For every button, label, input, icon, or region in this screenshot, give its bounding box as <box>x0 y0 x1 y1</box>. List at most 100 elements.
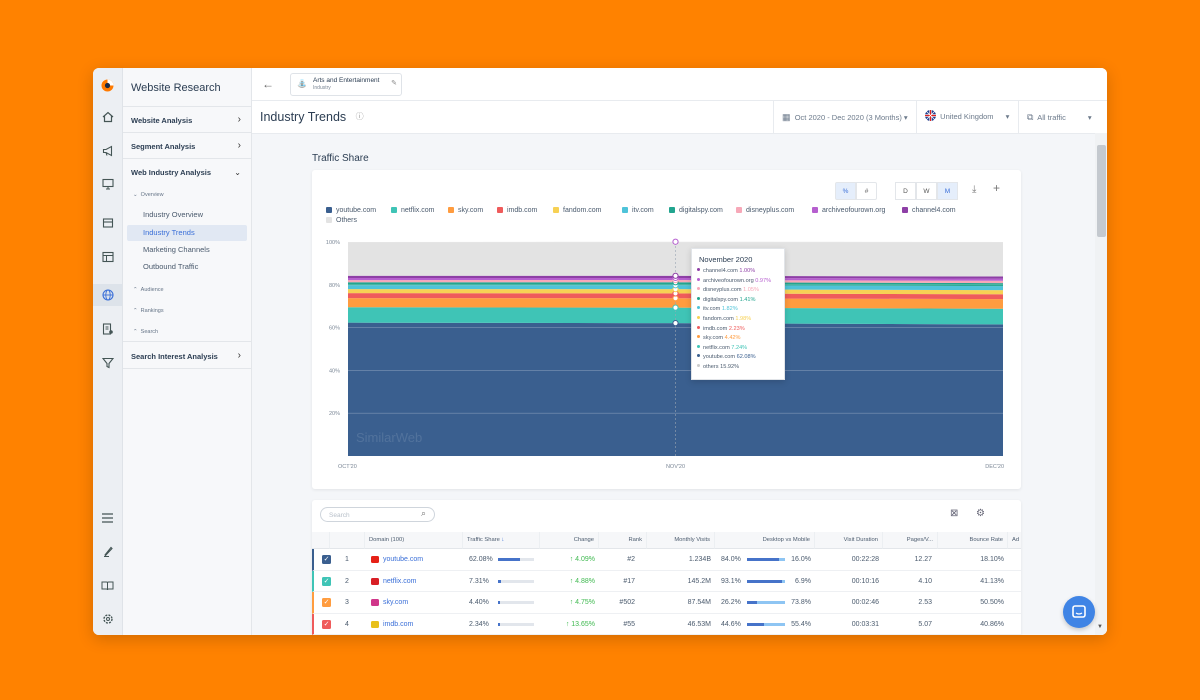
search-icon[interactable]: ⌕ <box>421 508 427 518</box>
area-series <box>348 277 1003 281</box>
legend-swatch <box>812 207 818 213</box>
edit-pencil-icon[interactable]: ✎ <box>391 80 397 87</box>
excel-export-icon[interactable]: ⊠ <box>950 508 959 519</box>
legend-item[interactable]: archiveofourown.org <box>812 207 885 214</box>
legend-item[interactable]: digitalspy.com <box>669 207 723 214</box>
th-more[interactable]: Ad <box>1008 532 1021 549</box>
hover-marker <box>672 279 679 286</box>
share-bar-track <box>498 579 534 583</box>
nav-group-rankings[interactable]: ⌃ Rankings <box>133 308 164 314</box>
number-toggle[interactable]: # <box>856 182 877 200</box>
country-filter[interactable]: United Kingdom ▾ <box>916 101 1013 133</box>
tooltip-row: youtube.com 62.08% <box>697 354 756 360</box>
megaphone-icon[interactable] <box>93 140 122 162</box>
tooltip-row: fandom.com 1.98% <box>697 316 751 322</box>
table-row[interactable]: ✓ 4 imdb.com 2.34% ↑ 13.65% #55 46.53M 44.6% 55.… <box>312 613 1021 635</box>
nav-industry-overview[interactable]: Industry Overview <box>143 210 204 219</box>
section-title: Traffic Share <box>312 153 369 164</box>
funnel-icon[interactable] <box>93 352 122 374</box>
th-visit-duration[interactable]: Visit Duration <box>815 532 883 549</box>
nav-outbound-traffic[interactable]: Outbound Traffic <box>143 262 199 271</box>
month-toggle[interactable]: M <box>937 182 958 200</box>
th-domain[interactable]: Domain (100) <box>365 532 463 549</box>
percent-toggle[interactable]: % <box>835 182 856 200</box>
date-range-filter[interactable]: ▦ Oct 2020 - Dec 2020 (3 Months) ▾ <box>773 101 913 133</box>
rocket-icon[interactable] <box>93 541 122 563</box>
add-icon[interactable]: + <box>993 181 1001 195</box>
country-label: United Kingdom <box>940 112 994 121</box>
week-toggle[interactable]: W <box>916 182 937 200</box>
nav-search-interest-analysis[interactable]: Search Interest Analysis › <box>131 350 243 361</box>
th-traffic-share[interactable]: Traffic Share ↓ <box>463 532 540 549</box>
table-settings-icon[interactable]: ⚙ <box>976 508 985 519</box>
legend-item[interactable]: itv.com <box>622 207 654 214</box>
nav-website-analysis-label: Website Analysis <box>131 116 193 125</box>
legend-item[interactable]: disneyplus.com <box>736 207 794 214</box>
th-change[interactable]: Change <box>540 532 599 549</box>
area-series <box>348 280 1003 284</box>
row-mobile-share: 6.9% <box>795 577 811 585</box>
info-icon[interactable]: ⓘ <box>355 112 364 121</box>
th-bounce-rate[interactable]: Bounce Rate <box>938 532 1008 549</box>
settings-icon[interactable] <box>93 608 122 630</box>
table-row[interactable]: ✓ 2 netflix.com 7.31% ↑ 4.88% #17 145.2M 93.1% 6… <box>312 570 1021 592</box>
traffic-filter[interactable]: ⧉ All traffic ▾ <box>1018 101 1107 133</box>
apps-icon[interactable] <box>93 318 122 340</box>
research-icon[interactable] <box>93 173 122 195</box>
row-checkbox[interactable]: ✓ <box>322 598 331 607</box>
back-arrow-icon[interactable]: ← <box>262 77 274 91</box>
nav-group-overview[interactable]: ⌄ Overview <box>133 192 164 198</box>
legend-item[interactable]: Others <box>326 217 357 224</box>
legend-item[interactable]: imdb.com <box>497 207 537 214</box>
day-toggle[interactable]: D <box>895 182 916 200</box>
area-series <box>348 275 1003 279</box>
area-series <box>348 241 1003 277</box>
row-checkbox[interactable]: ✓ <box>322 619 331 629</box>
scrollbar-thumb[interactable] <box>1097 145 1106 237</box>
th-desktop-mobile[interactable]: Desktop vs Mobile <box>715 532 815 549</box>
globe-icon[interactable] <box>93 284 122 306</box>
nav-industry-trends[interactable]: Industry Trends <box>127 225 247 241</box>
nav-web-industry-analysis[interactable]: Web Industry Analysis ⌄ <box>131 168 243 177</box>
store-icon[interactable] <box>93 212 122 234</box>
legend-item[interactable]: sky.com <box>448 207 483 214</box>
th-pages-visit[interactable]: Pages/V... <box>883 532 938 549</box>
nav-marketing-channels[interactable]: Marketing Channels <box>143 245 210 254</box>
row-checkbox[interactable]: ✓ <box>322 576 331 586</box>
chat-button[interactable] <box>1063 596 1095 628</box>
industry-chip[interactable]: ⛲ Arts and Entertainment Industry ✎ <box>290 73 402 96</box>
row-change: ↑ 4.75% <box>569 599 595 606</box>
legend-swatch <box>326 207 332 213</box>
page-scrollbar[interactable] <box>1095 133 1107 635</box>
nav-group-search[interactable]: ⌃ Search <box>133 329 159 335</box>
icon-rail <box>93 68 123 635</box>
row-checkbox[interactable]: ✓ <box>322 555 331 564</box>
search-input[interactable]: Search <box>320 507 435 522</box>
book-icon[interactable] <box>93 575 122 597</box>
scroll-down-icon[interactable]: ▼ <box>1097 624 1103 630</box>
tooltip-name: digitalspy.com <box>703 296 740 303</box>
th-monthly-visits[interactable]: Monthly Visits <box>647 532 715 549</box>
th-rank[interactable]: Rank <box>599 532 647 549</box>
nav-website-analysis[interactable]: Website Analysis › <box>131 114 243 125</box>
table-row[interactable]: ✓ 1 youtube.com 62.08% ↑ 4.09% #2 1.234B 84.0% 1… <box>312 549 1021 571</box>
legend-swatch <box>736 207 742 213</box>
traffic-share-chart: 20% 40% 60% 80% 100% OCT'20 NOV'20 DEC'20 Simila… <box>326 238 1004 470</box>
legend-label: channel4.com <box>912 207 956 214</box>
menu-icon[interactable] <box>93 507 122 529</box>
legend-item[interactable]: fandom.com <box>553 207 602 214</box>
legend-item[interactable]: youtube.com <box>326 207 376 214</box>
dashboard-icon[interactable] <box>93 246 122 268</box>
home-icon[interactable] <box>93 106 122 128</box>
table-row[interactable]: ✓ 3 sky.com 4.40% ↑ 4.75% #502 87.54M 26.2% 73.8… <box>312 592 1021 614</box>
nav-group-audience[interactable]: ⌃ Audience <box>133 287 164 293</box>
download-icon[interactable]: ⤓ <box>972 184 977 195</box>
similarweb-logo-icon[interactable] <box>93 74 122 96</box>
nav-segment-analysis[interactable]: Segment Analysis › <box>131 140 243 151</box>
hover-marker <box>672 290 679 297</box>
tooltip-dot <box>697 277 700 281</box>
legend-item[interactable]: netflix.com <box>391 207 434 214</box>
legend-item[interactable]: channel4.com <box>902 207 956 214</box>
tooltip-value: 1.05% <box>743 287 759 294</box>
tooltip-dot <box>697 268 700 271</box>
